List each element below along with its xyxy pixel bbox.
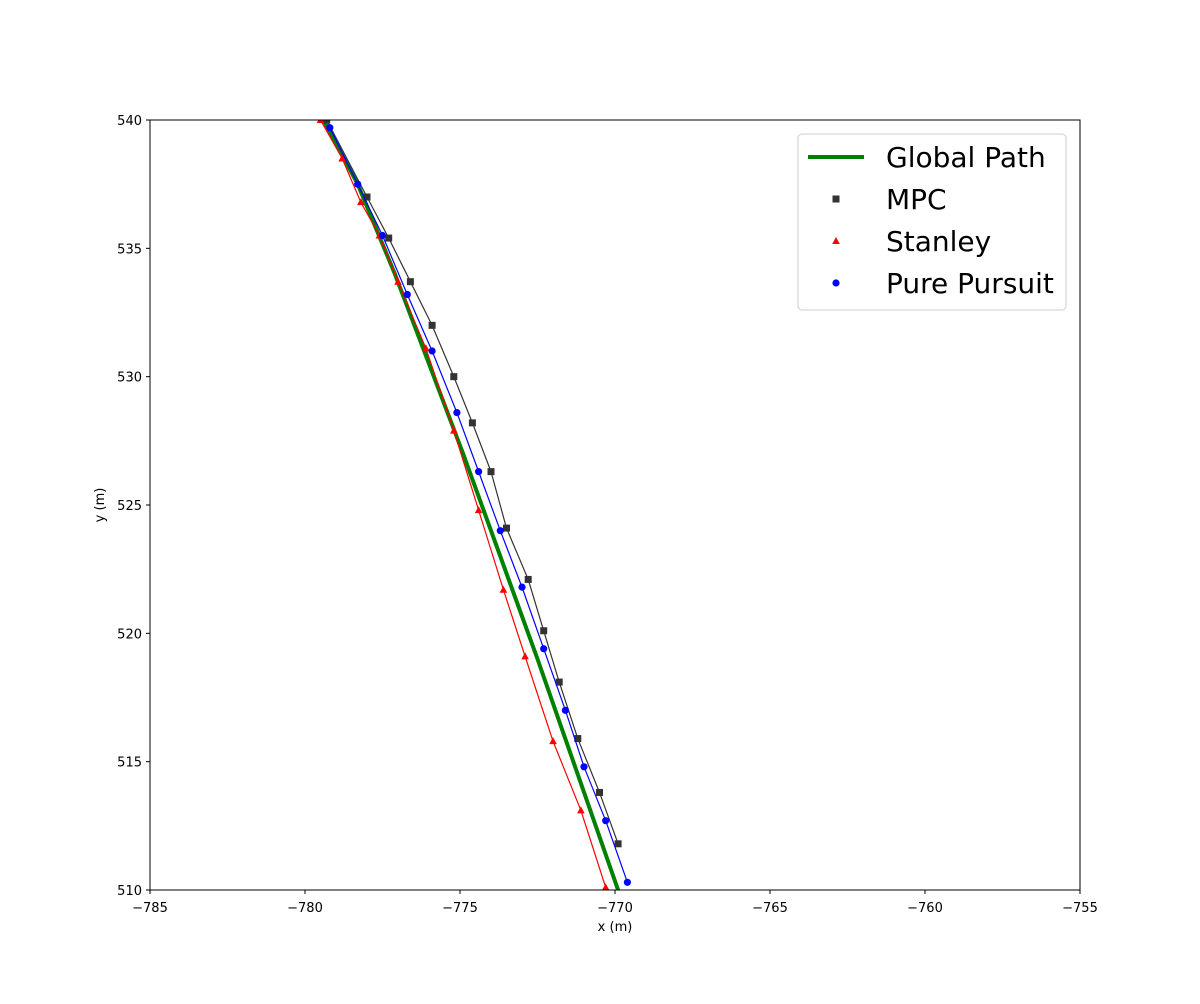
x-tick-label: −785 bbox=[132, 901, 168, 916]
x-tick-label: −775 bbox=[442, 901, 478, 916]
stanley-point bbox=[394, 277, 402, 285]
pure-pursuit-point bbox=[378, 231, 387, 240]
pure-pursuit-point bbox=[354, 180, 362, 188]
pure-pursuit-point bbox=[540, 645, 548, 653]
pure-pursuit-point bbox=[453, 409, 461, 417]
legend-global-path-label: Global Path bbox=[886, 141, 1046, 174]
x-tick-label: −755 bbox=[1062, 901, 1098, 916]
pure-pursuit-point bbox=[561, 706, 570, 714]
pure-pursuit-line bbox=[329, 127, 628, 883]
mpc-point bbox=[363, 193, 371, 201]
stanley-point bbox=[357, 198, 365, 206]
series-layer bbox=[316, 120, 632, 890]
mpc-point bbox=[524, 575, 532, 583]
pure-pursuit-point bbox=[428, 347, 436, 355]
stanley-point bbox=[577, 806, 585, 814]
legend-mpc-swatch bbox=[832, 195, 840, 203]
legend-pure-pursuit-label: Pure Pursuit bbox=[886, 267, 1054, 300]
mpc-point bbox=[503, 524, 510, 532]
pure-pursuit-point bbox=[475, 468, 483, 476]
x-axis-label: x (m) bbox=[598, 920, 633, 935]
axes-layer: −785 −780 −775 −770 −765 −760 −755 510 515 520 525… bbox=[117, 114, 1098, 916]
mpc-point bbox=[385, 234, 393, 242]
y-tick-label: 540 bbox=[117, 114, 142, 129]
legend-stanley-swatch bbox=[832, 237, 840, 244]
y-tick-label: 525 bbox=[117, 499, 142, 514]
y-tick-label: 520 bbox=[117, 627, 142, 642]
mpc-point bbox=[614, 840, 622, 848]
legend-stanley-label: Stanley bbox=[886, 225, 991, 258]
stanley-point bbox=[499, 585, 508, 593]
stanley-point bbox=[549, 737, 557, 745]
mpc-point bbox=[406, 278, 414, 286]
y-tick-label: 515 bbox=[117, 756, 142, 771]
x-tick-label: −770 bbox=[597, 901, 633, 916]
global-path-line bbox=[321, 120, 620, 890]
mpc-point bbox=[555, 678, 563, 686]
legend-pure-pursuit-swatch bbox=[832, 279, 840, 287]
stanley-line bbox=[319, 120, 607, 888]
legend-box bbox=[797, 133, 1067, 311]
legend-mpc-label: MPC bbox=[886, 183, 947, 216]
mpc-point bbox=[574, 735, 582, 743]
mpc-point bbox=[596, 788, 603, 796]
pure-pursuit-point bbox=[326, 124, 334, 132]
pure-pursuit-point bbox=[623, 878, 632, 886]
x-tick-label: −780 bbox=[287, 901, 323, 916]
mpc-point bbox=[323, 120, 331, 124]
global-path-series bbox=[321, 120, 620, 890]
pure-pursuit-point bbox=[602, 817, 610, 825]
mpc-point bbox=[450, 373, 458, 381]
stanley-point bbox=[602, 883, 610, 890]
pure-pursuit-point bbox=[580, 763, 588, 771]
stanley-series bbox=[316, 120, 610, 890]
pure-pursuit-point bbox=[403, 290, 411, 299]
mpc-point bbox=[540, 627, 548, 635]
mpc-point bbox=[468, 419, 476, 427]
x-tick-label: −765 bbox=[752, 901, 788, 916]
mpc-point bbox=[487, 468, 495, 476]
stanley-point bbox=[316, 120, 325, 123]
legend: Global Path MPC Stanley Pure Pursuit bbox=[797, 133, 1067, 311]
stanley-point bbox=[521, 652, 529, 660]
y-tick-label: 530 bbox=[117, 371, 142, 386]
mpc-point bbox=[428, 321, 436, 329]
mpc-series bbox=[323, 120, 622, 848]
stanley-point bbox=[422, 344, 430, 352]
stanley-point bbox=[450, 426, 458, 434]
stanley-point bbox=[338, 154, 346, 162]
x-tick-label: −760 bbox=[907, 901, 943, 916]
stanley-point bbox=[474, 506, 483, 514]
pure-pursuit-series bbox=[326, 124, 632, 886]
y-tick-label: 510 bbox=[117, 884, 142, 899]
pure-pursuit-point bbox=[496, 527, 504, 535]
y-tick-label: 535 bbox=[117, 242, 142, 257]
pure-pursuit-point bbox=[518, 583, 526, 591]
y-axis-label: y (m) bbox=[93, 488, 108, 523]
